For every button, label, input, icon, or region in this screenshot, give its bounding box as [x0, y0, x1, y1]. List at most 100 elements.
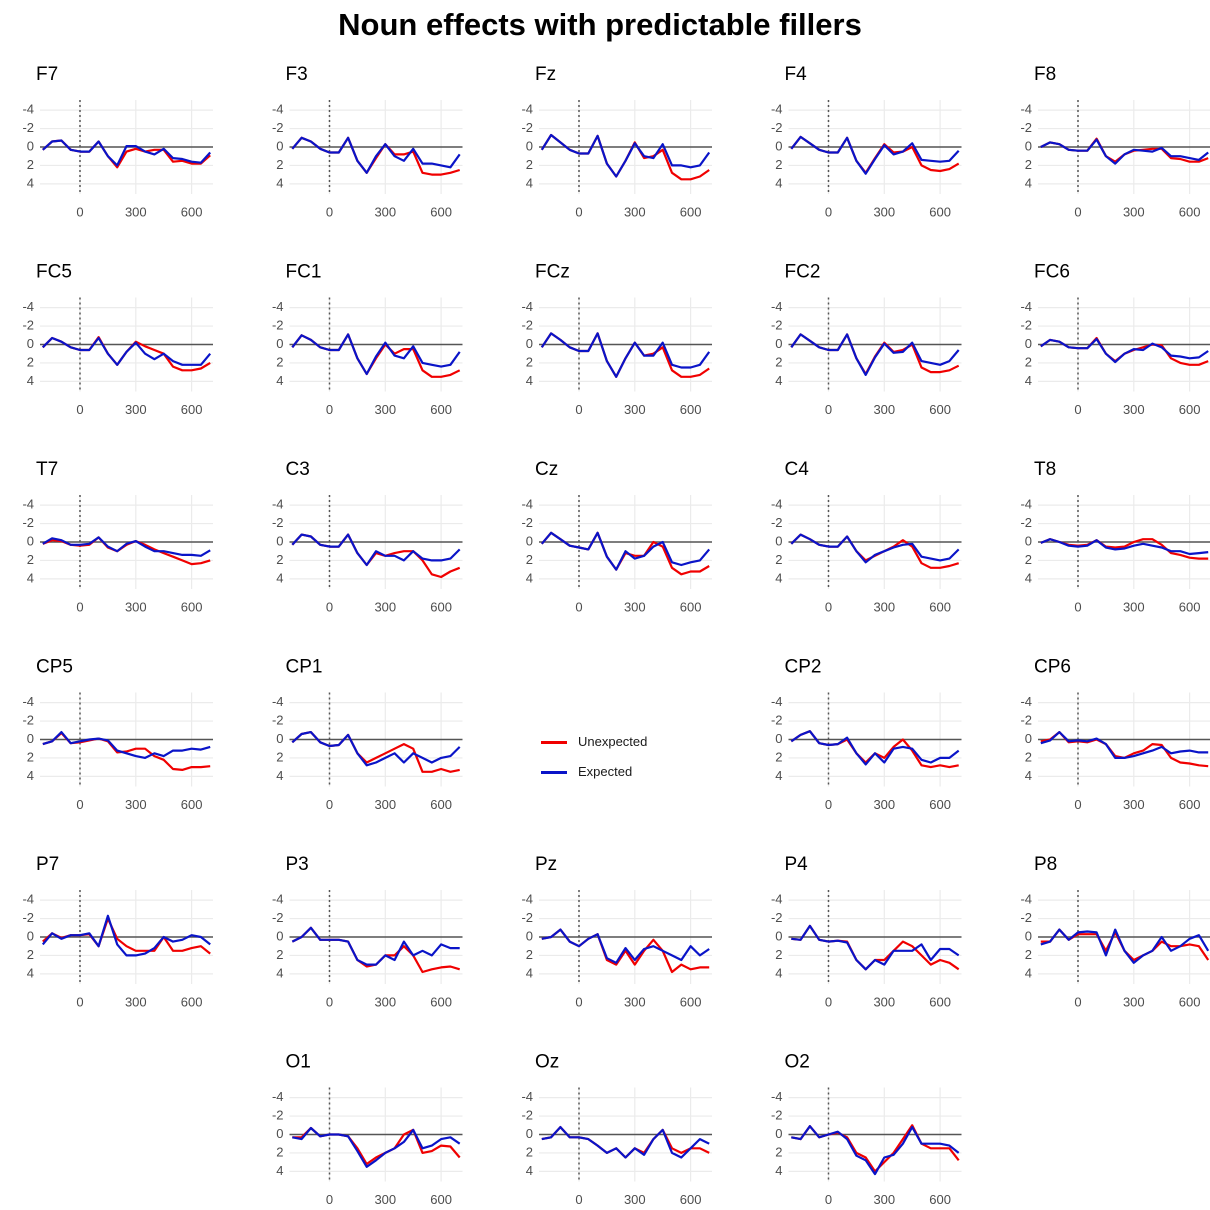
- y-tick-label: 0: [775, 336, 782, 351]
- x-tick-label: 0: [1074, 402, 1081, 417]
- erp-line: [291, 926, 460, 966]
- y-tick-label: -2: [771, 318, 783, 333]
- y-tick-label: -2: [1020, 515, 1032, 530]
- y-tick-label: -2: [22, 120, 34, 135]
- x-tick-label: 300: [374, 1192, 396, 1207]
- x-tick-label: 600: [181, 797, 203, 812]
- x-tick-label: 600: [1179, 994, 1201, 1009]
- erp-line: [1040, 928, 1210, 964]
- y-tick-label: -4: [22, 892, 34, 907]
- erp-line: [791, 1124, 960, 1173]
- y-tick-label: -2: [1020, 713, 1032, 728]
- x-tick-label: 600: [430, 1192, 452, 1207]
- x-tick-label: 0: [76, 994, 83, 1009]
- erp-line: [540, 332, 710, 378]
- panel-title: T8: [1034, 459, 1056, 480]
- y-tick-label: -2: [521, 318, 533, 333]
- y-tick-label: 0: [27, 336, 34, 351]
- y-tick-label: 4: [1025, 570, 1032, 585]
- y-tick-label: -2: [521, 120, 533, 135]
- y-tick-label: 4: [526, 373, 533, 388]
- erp-line: [42, 139, 211, 169]
- y-tick-label: -2: [272, 1108, 284, 1123]
- y-tick-label: -2: [771, 910, 783, 925]
- y-tick-label: -2: [272, 120, 284, 135]
- y-tick-label: -4: [22, 102, 34, 117]
- erp-line: [292, 1126, 461, 1168]
- y-tick-label: 4: [775, 1163, 782, 1178]
- y-tick-label: 2: [775, 157, 782, 172]
- erp-line: [1040, 538, 1209, 556]
- panel-title: Cz: [535, 459, 558, 480]
- y-tick-label: 0: [775, 731, 782, 746]
- y-tick-label: -4: [272, 299, 284, 314]
- x-tick-label: 0: [575, 994, 582, 1009]
- erp-line: [291, 731, 461, 767]
- x-tick-label: 300: [374, 994, 396, 1009]
- y-tick-label: 0: [1025, 138, 1032, 153]
- panel-title: Fz: [535, 64, 556, 85]
- y-tick-label: 4: [775, 965, 782, 980]
- erp-line: [790, 333, 960, 376]
- erp-line: [541, 1126, 710, 1159]
- y-tick-label: 0: [526, 928, 533, 943]
- x-tick-label: 300: [624, 994, 646, 1009]
- y-tick-label: 2: [775, 947, 782, 962]
- y-tick-label: 4: [1025, 965, 1032, 980]
- y-tick-label: -4: [771, 497, 783, 512]
- y-tick-label: 2: [276, 947, 283, 962]
- erp-line: [540, 531, 711, 571]
- y-tick-label: 2: [27, 354, 34, 369]
- erp-line: [41, 914, 211, 957]
- y-tick-label: -4: [521, 102, 533, 117]
- erp-line: [291, 533, 461, 567]
- y-tick-label: -4: [1020, 299, 1032, 314]
- y-tick-label: -2: [272, 713, 284, 728]
- x-tick-label: 600: [680, 994, 702, 1009]
- x-tick-label: 0: [825, 204, 832, 219]
- x-tick-label: 300: [873, 204, 895, 219]
- x-tick-label: 300: [624, 204, 646, 219]
- erp-line: [42, 336, 212, 366]
- y-tick-label: -2: [272, 318, 284, 333]
- erp-line: [540, 133, 710, 181]
- x-tick-label: 0: [76, 797, 83, 812]
- y-tick-label: 4: [775, 768, 782, 783]
- x-tick-label: 600: [1179, 204, 1201, 219]
- y-tick-label: 4: [526, 1163, 533, 1178]
- y-tick-label: -2: [771, 1108, 783, 1123]
- x-tick-label: 0: [326, 599, 333, 614]
- y-tick-label: 2: [27, 552, 34, 567]
- y-tick-label: 2: [27, 947, 34, 962]
- y-tick-label: 0: [276, 336, 283, 351]
- panel-title: P7: [36, 854, 59, 875]
- y-tick-label: 4: [276, 768, 283, 783]
- y-tick-label: 0: [775, 1126, 782, 1141]
- panel-title: O1: [286, 1052, 311, 1073]
- y-tick-label: 0: [526, 1126, 533, 1141]
- y-tick-label: 0: [276, 138, 283, 153]
- x-tick-label: 0: [76, 204, 83, 219]
- y-tick-label: 2: [1025, 354, 1032, 369]
- panel-title: P8: [1034, 854, 1057, 875]
- y-tick-label: 4: [276, 1163, 283, 1178]
- y-tick-label: 0: [775, 928, 782, 943]
- y-tick-label: 2: [526, 157, 533, 172]
- x-tick-label: 300: [374, 402, 396, 417]
- y-tick-label: 2: [27, 157, 34, 172]
- x-tick-label: 0: [1074, 204, 1081, 219]
- legend-label: Expected: [578, 764, 632, 779]
- y-tick-label: 4: [526, 175, 533, 190]
- x-tick-label: 0: [1074, 994, 1081, 1009]
- y-tick-label: -2: [771, 713, 783, 728]
- y-tick-label: -4: [272, 694, 284, 709]
- erp-line: [541, 928, 710, 974]
- y-tick-label: -4: [272, 102, 284, 117]
- erp-line: [790, 533, 960, 569]
- y-tick-label: 0: [775, 138, 782, 153]
- y-tick-label: -4: [521, 299, 533, 314]
- y-tick-label: 2: [1025, 157, 1032, 172]
- x-tick-label: 0: [326, 797, 333, 812]
- erp-line: [1040, 336, 1209, 366]
